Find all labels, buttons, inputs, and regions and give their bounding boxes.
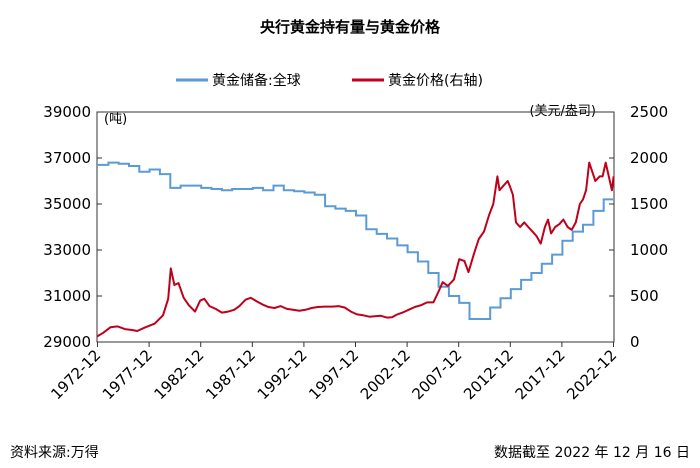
chart-title: 央行黄金持有量与黄金价格 [260, 18, 441, 36]
x-tick-label: 2002-12 [357, 346, 414, 403]
left-tick-label: 39000 [43, 103, 91, 121]
x-tick-label: 1992-12 [254, 346, 311, 403]
x-tick-label: 1997-12 [305, 346, 362, 403]
right-tick-label: 0 [630, 333, 640, 351]
left-tick-label: 35000 [43, 195, 91, 213]
legend: 黄金储备:全球 黄金价格(右轴) [176, 72, 483, 89]
x-tick-label: 1987-12 [202, 346, 259, 403]
left-tick-label: 29000 [43, 333, 91, 351]
footer-source: 资料来源:万得 [10, 444, 99, 461]
right-tick-label: 1500 [630, 195, 668, 213]
x-tick-label: 1972-12 [47, 346, 104, 403]
right-tick-label: 2000 [630, 149, 668, 167]
series-line-reserve [97, 161, 614, 320]
x-tick-label: 2007-12 [408, 346, 465, 403]
left-axis-unit: (吨) [104, 112, 127, 127]
x-axis: 1972-121977-121982-121987-121992-121997-… [47, 342, 620, 403]
left-tick-label: 37000 [43, 149, 91, 167]
right-tick-label: 500 [630, 287, 659, 305]
left-axis: 29000 31000 33000 35000 37000 39000 [43, 103, 102, 351]
x-tick-label: 2012-12 [460, 346, 517, 403]
right-tick-label: 1000 [630, 241, 668, 259]
series-line-gold [96, 161, 615, 338]
x-tick-label: 2022-12 [563, 346, 620, 403]
right-axis: 0 500 1000 1500 2000 2500 [609, 103, 668, 351]
footer-date: 数据截至 2022 年 12 月 16 日 [494, 445, 690, 461]
left-tick-label: 31000 [43, 287, 91, 305]
right-tick-label: 2500 [630, 103, 668, 121]
x-tick-label: 2017-12 [512, 346, 569, 403]
x-tick-label: 1982-12 [150, 346, 207, 403]
legend-label-gold: 黄金价格(右轴) [388, 72, 483, 89]
x-tick-label: 1977-12 [99, 346, 156, 403]
left-tick-label: 33000 [43, 241, 91, 259]
plot-frame [96, 111, 615, 343]
legend-label-reserve: 黄金储备:全球 [212, 72, 301, 89]
